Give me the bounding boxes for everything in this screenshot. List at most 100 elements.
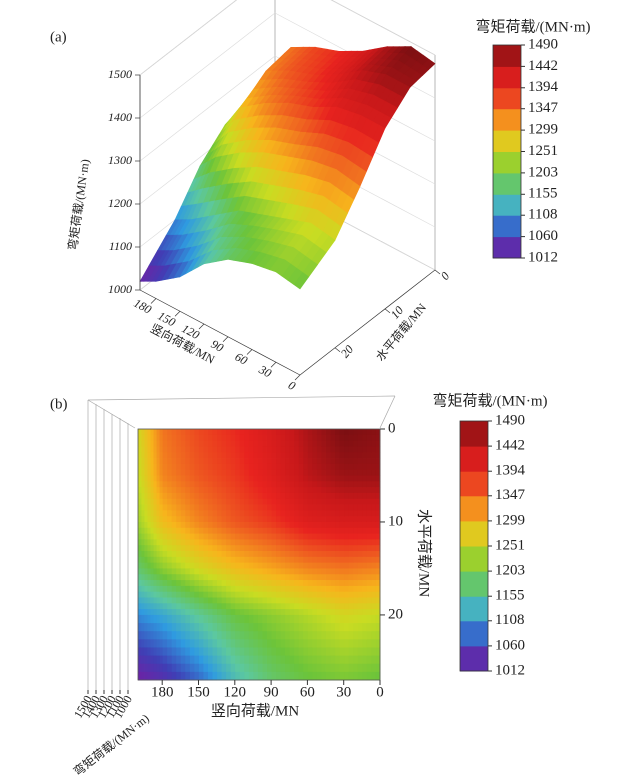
heat-patch — [321, 516, 326, 523]
colorbar-band — [493, 151, 521, 174]
heat-patch — [207, 671, 213, 681]
heat-patch — [302, 591, 308, 598]
heat-patch — [330, 556, 336, 564]
heat-patch — [221, 671, 227, 681]
heat-patch — [311, 614, 317, 624]
heat-cell — [271, 429, 308, 476]
heat-patch — [248, 539, 254, 546]
heat-patch — [184, 452, 190, 459]
heat-patch — [266, 585, 272, 593]
z-tick-label: 1300 — [108, 153, 132, 167]
heat-patch — [234, 623, 240, 632]
heat-patch — [193, 527, 199, 534]
colorbar-tick-label: 1060 — [495, 637, 525, 653]
heat-patch — [298, 623, 304, 632]
heat-patch — [348, 516, 354, 523]
heat-patch — [357, 671, 363, 681]
heat-patch — [175, 609, 181, 616]
heat-patch — [343, 458, 349, 465]
heat-patch — [357, 574, 363, 581]
heat-patch — [184, 551, 190, 558]
heat-patch — [248, 556, 254, 564]
heat-patch — [239, 527, 245, 534]
heat-patch — [189, 498, 195, 505]
heat-patch — [339, 631, 345, 640]
x-tick-label: 180 — [151, 684, 174, 700]
heat-patch — [289, 631, 295, 640]
heat-patch — [280, 623, 286, 632]
heat-patch — [184, 539, 190, 546]
heat-patch — [257, 498, 263, 505]
heat-patch — [275, 568, 281, 575]
heat-patch — [339, 647, 345, 656]
y-axis-title: 水平荷载/MN — [416, 509, 433, 598]
heat-patch — [175, 663, 181, 673]
colorbar-tick-label: 1394 — [528, 79, 559, 95]
heat-patch — [275, 609, 281, 616]
heat-patch — [184, 440, 190, 447]
heat-patch — [293, 614, 299, 624]
heat-patch — [144, 671, 148, 681]
heat-patch — [266, 574, 272, 581]
heat-patch — [293, 597, 299, 604]
heat-patch — [147, 597, 151, 604]
heat-patch — [153, 469, 157, 476]
heat-patch — [234, 597, 240, 604]
heat-patch — [357, 556, 363, 564]
heat-patch — [352, 614, 358, 624]
heat-patch — [175, 504, 181, 511]
heat-patch — [339, 591, 345, 598]
heat-patch — [216, 609, 222, 616]
heat-patch — [141, 585, 145, 593]
heat-patch — [159, 631, 163, 640]
heat-patch — [166, 580, 172, 587]
heat-patch — [180, 562, 186, 569]
heat-patch — [248, 671, 254, 681]
heat-patch — [357, 568, 363, 575]
heat-patch — [207, 487, 213, 494]
heat-patch — [193, 639, 199, 648]
heat-patch — [343, 551, 349, 558]
heat-patch — [357, 463, 363, 471]
heat-patch — [212, 647, 218, 656]
heat-patch — [289, 463, 295, 471]
x-axis-title: 竖向荷载/MN — [211, 702, 300, 719]
heat-patch — [271, 545, 277, 552]
heat-patch — [184, 655, 190, 665]
heat-patch — [257, 545, 263, 552]
heat-patch — [243, 481, 249, 488]
heat-patch — [284, 452, 290, 459]
heat-patch — [239, 463, 245, 471]
heat-patch — [302, 663, 308, 673]
heat-patch — [243, 647, 249, 656]
heat-patch — [239, 487, 245, 494]
heat-patch — [243, 452, 249, 459]
heat-patch — [321, 556, 326, 564]
heat-patch — [366, 585, 372, 593]
heat-patch — [225, 574, 231, 581]
heat-patch — [343, 568, 349, 575]
heat-patch — [357, 614, 363, 624]
heat-patch — [293, 568, 299, 575]
heat-patch — [352, 655, 358, 665]
plot-border — [137, 428, 381, 681]
heat-patch — [221, 539, 227, 546]
heat-patch — [361, 533, 367, 540]
heat-patch — [352, 458, 358, 465]
heat-patch — [266, 475, 272, 482]
surface-cell — [288, 74, 339, 108]
heat-patch — [153, 663, 157, 673]
heat-patch — [189, 631, 195, 640]
heat-patch — [271, 510, 277, 517]
heat-patch — [361, 545, 367, 552]
heat-patch — [257, 597, 263, 604]
heat-patch — [156, 469, 160, 476]
heat-patch — [375, 440, 381, 447]
heat-patch — [184, 469, 190, 476]
heat-patch — [348, 655, 354, 665]
heat-patch — [252, 655, 258, 665]
heat-patch — [212, 527, 218, 534]
heat-patch — [343, 446, 349, 453]
heat-patch — [225, 568, 231, 575]
heat-patch — [166, 671, 172, 681]
